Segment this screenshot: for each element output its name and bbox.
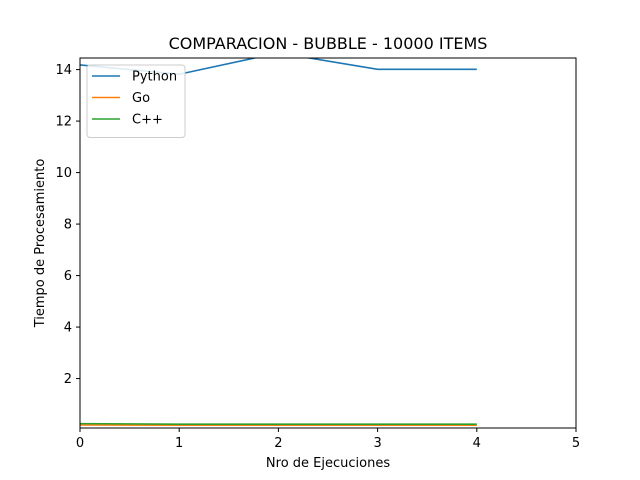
legend-label: Go <box>132 91 150 106</box>
x-tick-label: 3 <box>373 436 381 451</box>
y-tick-label: 6 <box>64 269 72 284</box>
x-tick-label: 5 <box>572 436 580 451</box>
y-tick-label: 8 <box>64 218 72 233</box>
x-tick-label: 1 <box>175 436 183 451</box>
legend: Python Go C++ <box>86 64 186 138</box>
y-tick-label: 4 <box>64 321 72 336</box>
x-tick-label: 4 <box>473 436 481 451</box>
x-tick-label: 0 <box>76 436 84 451</box>
x-tick-label: 2 <box>274 436 282 451</box>
y-tick-label: 14 <box>55 63 72 78</box>
chart-title: COMPARACION - BUBBLE - 10000 ITEMS <box>169 34 488 53</box>
y-axis-label: Tiempo de Procesamiento <box>33 159 48 329</box>
legend-label: C++ <box>132 113 163 128</box>
plot-frame <box>79 57 577 429</box>
y-tick-label: 10 <box>55 166 72 181</box>
legend-label: Python <box>132 70 177 85</box>
y-tick-label: 2 <box>64 372 72 387</box>
y-tick-label: 12 <box>55 115 72 130</box>
series-line-c- <box>80 422 477 425</box>
x-axis-label: Nro de Ejecuciones <box>266 456 390 471</box>
